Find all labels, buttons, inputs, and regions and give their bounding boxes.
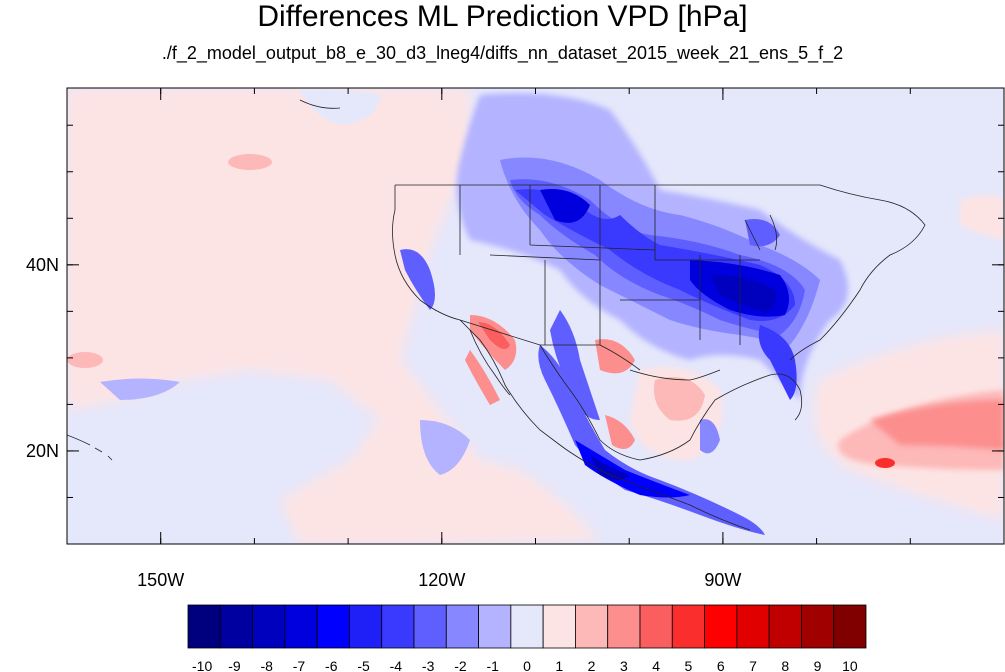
x-tick-label: 150W <box>137 570 184 590</box>
colorbar-swatch <box>316 604 350 649</box>
colorbar-swatch <box>768 604 802 649</box>
map-field <box>67 88 1004 544</box>
colorbar-swatch <box>575 604 609 649</box>
x-tick-label: 120W <box>418 570 465 590</box>
x-tick-label: 90W <box>704 570 741 590</box>
colorbar-label: -5 <box>357 658 370 672</box>
colorbar-label: 9 <box>814 658 822 672</box>
colorbar-label: -2 <box>454 658 467 672</box>
colorbar-label: -1 <box>486 658 499 672</box>
colorbar-label: 7 <box>749 658 757 672</box>
colorbar-swatch <box>704 604 738 649</box>
colorbar-swatch <box>413 604 447 649</box>
colorbar-swatch <box>833 604 867 649</box>
colorbar-label: 6 <box>717 658 725 672</box>
colorbar-label: -7 <box>293 658 306 672</box>
colorbar-label: -3 <box>422 658 435 672</box>
colorbar-label: 4 <box>652 658 660 672</box>
coastlines-borders <box>67 99 926 531</box>
colorbar-swatch <box>252 604 286 649</box>
colorbar-label: 5 <box>685 658 693 672</box>
colorbar-swatch <box>187 604 221 649</box>
colorbar-label: -8 <box>260 658 273 672</box>
colorbar-swatch <box>349 604 383 649</box>
map-title: Differences ML Prediction VPD [hPa] <box>257 0 748 33</box>
colorbar-swatch <box>284 604 318 649</box>
colorbar-label: 3 <box>620 658 628 672</box>
colorbar-label: -10 <box>192 658 212 672</box>
colorbar-swatch <box>542 604 576 649</box>
y-tick-label: 20N <box>26 441 59 461</box>
colorbar-label: 1 <box>555 658 563 672</box>
colorbar-swatch <box>510 604 544 649</box>
colorbar-swatch <box>736 604 770 649</box>
map-subtitle: ./f_2_model_output_b8_e_30_d3_lneg4/diff… <box>161 43 844 63</box>
colorbar-swatch <box>801 604 835 649</box>
map-axes: 150W 120W 90W 40N 20N <box>26 88 1004 590</box>
colorbar: -10 -9 -8 -7 -6 -5 -4 -3 -2 -1 0 1 2 3 4 5 6 7 8 9 10 <box>187 604 867 672</box>
colorbar-swatch <box>639 604 673 649</box>
y-tick-label: 40N <box>26 255 59 275</box>
colorbar-label: -4 <box>390 658 403 672</box>
colorbar-swatch <box>478 604 512 649</box>
colorbar-label: -6 <box>325 658 338 672</box>
colorbar-swatch <box>607 604 641 649</box>
colorbar-swatch <box>671 604 705 649</box>
colorbar-label: -9 <box>228 658 241 672</box>
colorbar-label: 0 <box>523 658 531 672</box>
positive-anomaly-regions <box>67 88 1004 544</box>
colorbar-swatch <box>445 604 479 649</box>
colorbar-swatch <box>381 604 415 649</box>
colorbar-label: 8 <box>781 658 789 672</box>
colorbar-label: 2 <box>588 658 596 672</box>
colorbar-label: 10 <box>842 658 858 672</box>
colorbar-swatch <box>219 604 253 649</box>
